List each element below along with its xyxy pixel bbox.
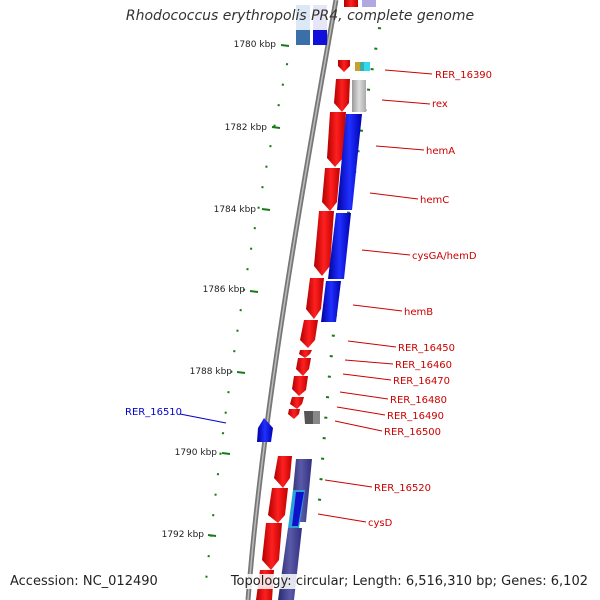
kbp-label: 1788 kbp — [190, 367, 233, 377]
genome-title: Rhodococcus erythropolis PR4, complete g… — [125, 8, 475, 24]
kbp-label: 1784 kbp — [214, 205, 257, 215]
gene-label[interactable]: RER_16470 — [393, 376, 450, 387]
feature-block — [360, 62, 365, 71]
length-value: 6,516,310 bp — [405, 574, 493, 589]
gene-label[interactable]: RER_16460 — [395, 360, 452, 371]
gene-label[interactable]: RER_16450 — [398, 343, 455, 354]
gene-label[interactable]: RER_16480 — [390, 395, 447, 406]
gene-label[interactable]: RER_16490 — [387, 411, 444, 422]
feature-block — [296, 30, 310, 45]
gene-labels: RER_16390 rex hemA hemC cysGA/hemD hemB … — [125, 70, 492, 529]
accession-info: Accession: NC_012490 — [8, 574, 160, 589]
gene-label[interactable]: cysGA/hemD — [412, 251, 477, 262]
length-label: Length: — [352, 574, 402, 589]
gene-label[interactable]: RER_16520 — [374, 483, 431, 494]
gene-label[interactable]: hemA — [426, 146, 455, 157]
genes-label: Genes: — [501, 574, 547, 589]
leader-line — [179, 413, 227, 424]
feature-block — [364, 62, 370, 71]
feature-block — [355, 62, 361, 71]
genome-stats: Topology: circular; Length: 6,516,310 bp… — [228, 574, 590, 589]
kbp-labels: 1780 kbp 1782 kbp 1784 kbp 1786 kbp 1788… — [162, 40, 277, 540]
gene-label[interactable]: hemB — [404, 307, 433, 318]
kbp-label: 1780 kbp — [234, 40, 277, 50]
kbp-label: 1792 kbp — [162, 530, 205, 540]
gene-label[interactable]: cysD — [368, 518, 393, 529]
accession-label: Accession: — [10, 574, 79, 589]
accession-value: NC_012490 — [82, 574, 158, 589]
cds-arrow — [338, 60, 350, 72]
kbp-label: 1786 kbp — [203, 285, 246, 295]
feature-block — [344, 0, 358, 7]
kbp-label: 1790 kbp — [175, 448, 218, 458]
kbp-major-ticks — [207, 44, 290, 537]
gene-label[interactable]: hemC — [420, 195, 449, 206]
topology-label: Topology: — [230, 574, 292, 589]
gene-label[interactable]: rex — [432, 99, 448, 110]
kbp-label: 1782 kbp — [225, 123, 268, 133]
leader-lines — [317, 69, 433, 523]
gene-label[interactable]: RER_16390 — [435, 70, 492, 81]
genes-value: 6,102 — [550, 574, 588, 589]
gene-label[interactable]: RER_16510 — [125, 407, 182, 418]
topology-value: circular — [295, 574, 344, 589]
feature-block — [313, 30, 327, 45]
feature-block — [362, 0, 376, 7]
gene-label[interactable]: RER_16500 — [384, 427, 441, 438]
